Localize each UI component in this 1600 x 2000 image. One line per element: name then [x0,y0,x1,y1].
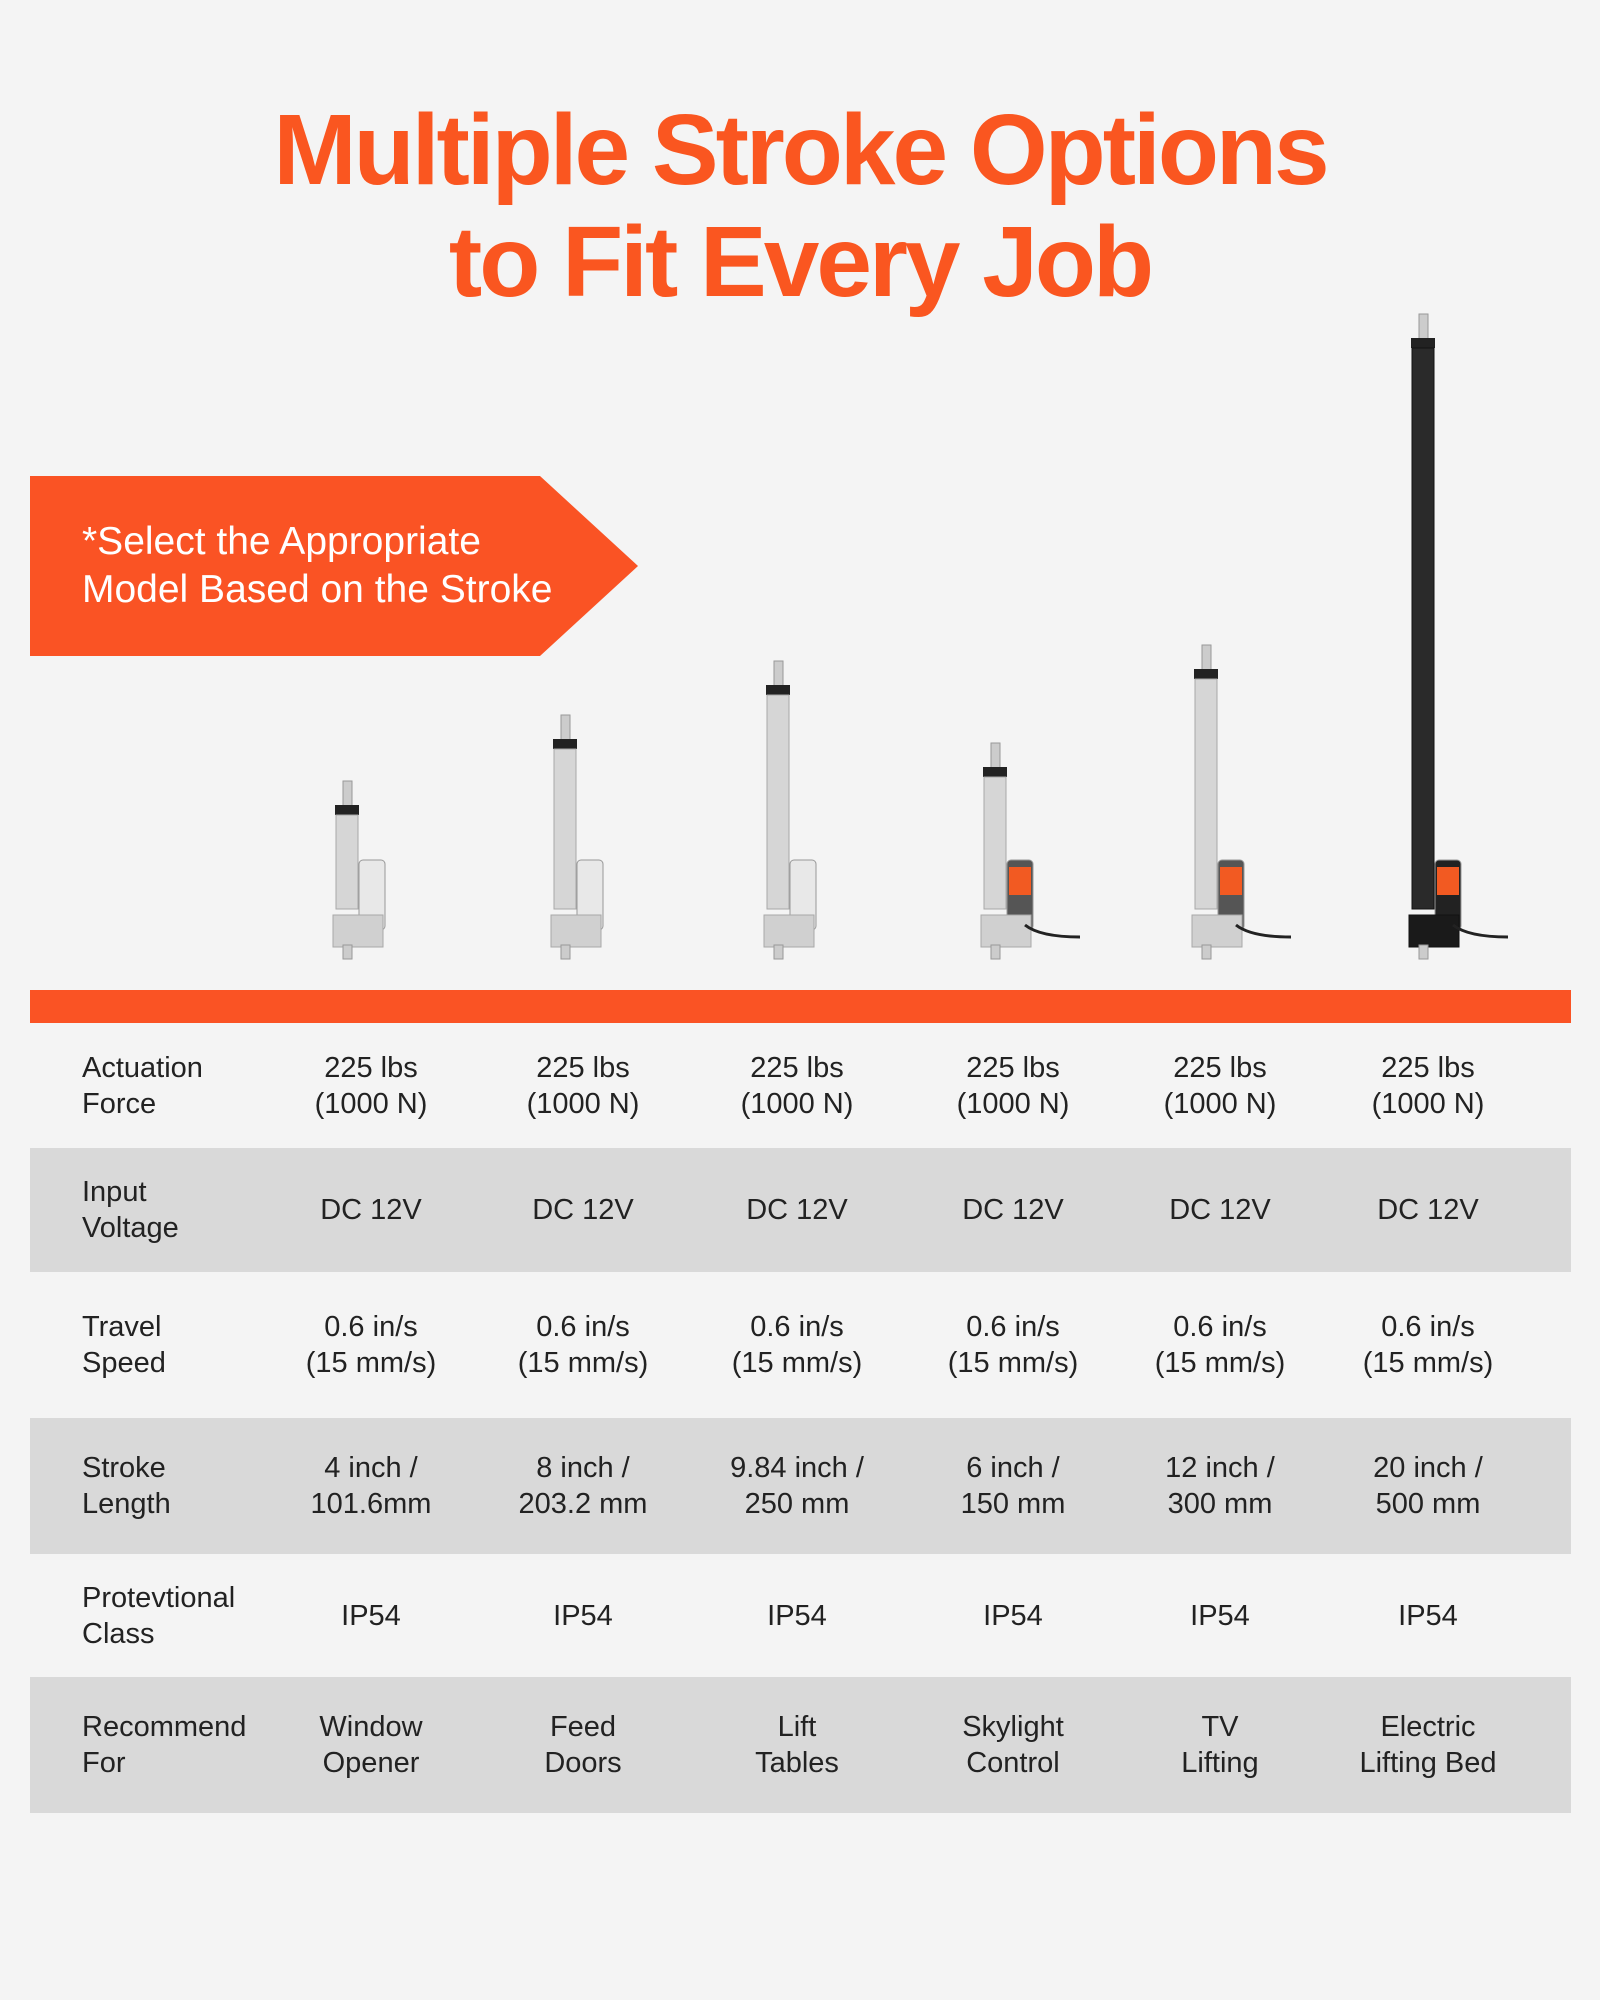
table-cell: Skylight Control [962,1711,1064,1779]
table-cell: Window Opener [319,1711,423,1779]
select-model-banner: *Select the Appropriate Model Based on t… [30,476,638,656]
table-cell: IP54 [341,1599,401,1632]
table-cell: IP54 [553,1599,613,1632]
table-cell: 8 inch / 203.2 mm [518,1452,648,1520]
table-cell: 0.6 in/s (15 mm/s) [305,1311,437,1379]
table-cell: TV Lifting [1181,1711,1259,1779]
table-cell: 225 lbs (1000 N) [314,1052,428,1120]
row-label: Travel Speed [82,1311,166,1379]
arrow-banner-shape [30,476,638,656]
table-cell: IP54 [767,1599,827,1632]
table-cell: IP54 [983,1599,1043,1632]
table-cell: DC 12V [1169,1194,1271,1226]
table-row: Input Voltage DC 12V DC 12V DC 12V DC 12V DC … [30,1148,1571,1272]
linear-actuator [1408,313,1509,960]
linear-actuator [1191,644,1292,960]
table-cell: 20 inch / 500 mm [1373,1452,1483,1520]
headline-line-2: to Fit Every Job [448,206,1154,318]
table-cell: 225 lbs (1000 N) [526,1052,640,1120]
table-cell: 6 inch / 150 mm [960,1452,1066,1520]
table-cell: 225 lbs (1000 N) [1163,1052,1277,1120]
table-cell: 4 inch / 101.6mm [310,1452,432,1520]
row-label: Actuation Force [82,1052,203,1120]
table-cell: DC 12V [746,1194,848,1226]
table-row: Actuation Force 225 lbs (1000 N) 225 lbs (… [30,1024,1571,1148]
table-cell: 225 lbs (1000 N) [1371,1052,1485,1120]
table-cell: Lift Tables [755,1711,839,1779]
table-cell: 12 inch / 300 mm [1165,1452,1275,1520]
table-cell: 0.6 in/s (15 mm/s) [731,1311,863,1379]
table-cell: 225 lbs (1000 N) [740,1052,854,1120]
row-label: Input Voltage [82,1176,179,1244]
table-header-bar [30,990,1571,1023]
table-cell: 9.84 inch / 250 mm [730,1452,864,1520]
table-row: Protevtional Class IP54 IP54 IP54 IP54 IP54 IP… [30,1554,1571,1677]
table-row: Recommend For Window Opener Feed Doors Lift… [30,1677,1571,1813]
row-label: Recommend For [82,1711,247,1779]
table-cell: 225 lbs (1000 N) [956,1052,1070,1120]
table-cell: DC 12V [962,1194,1064,1226]
linear-actuator [763,660,817,960]
table-cell: DC 12V [1377,1194,1479,1226]
banner-text: *Select the Appropriate Model Based on t… [82,520,553,611]
table-cell: 0.6 in/s (15 mm/s) [947,1311,1079,1379]
table-cell: Feed Doors [544,1711,622,1779]
row-label: Protevtional Class [82,1581,236,1650]
table-row: Stroke Length 4 inch / 101.6mm 8 inch / 20… [30,1418,1571,1554]
table-cell: 0.6 in/s (15 mm/s) [517,1311,649,1379]
table-cell: IP54 [1398,1599,1458,1632]
linear-actuator [332,780,386,960]
table-cell: DC 12V [532,1194,634,1226]
table-cell: 0.6 in/s (15 mm/s) [1154,1311,1286,1379]
headline-line-1: Multiple Stroke Options [273,94,1329,206]
table-cell: DC 12V [320,1194,422,1226]
product-lineup [332,313,1509,960]
linear-actuator [980,742,1081,960]
row-label: Stroke Length [82,1452,171,1520]
table-row: Travel Speed 0.6 in/s (15 mm/s) 0.6 in/s (… [30,1272,1571,1418]
table-cell: 0.6 in/s (15 mm/s) [1362,1311,1494,1379]
linear-actuator [550,714,604,960]
table-cell: Electric Lifting Bed [1359,1711,1497,1779]
table-cell: IP54 [1190,1599,1250,1632]
